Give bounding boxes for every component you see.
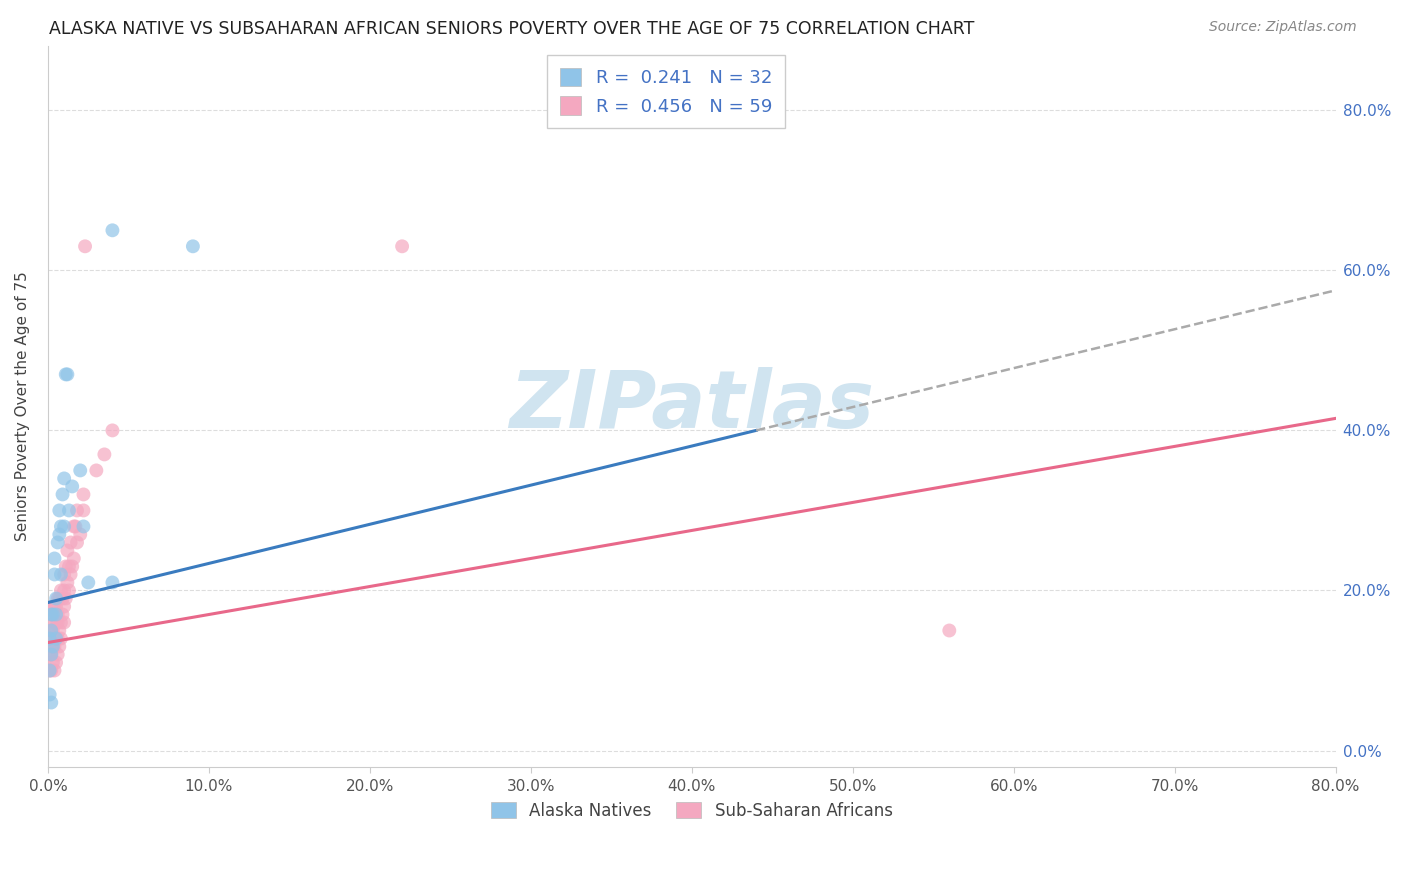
Point: [39, 696, 62, 710]
Point: [45, 632, 67, 646]
Point: [42, 607, 65, 622]
Point: [49, 519, 72, 533]
Point: [69, 527, 91, 541]
Point: [38, 688, 60, 702]
Point: [45, 607, 67, 622]
Point: [45, 615, 67, 630]
Point: [48, 624, 70, 638]
Point: [44, 567, 66, 582]
Point: [45, 591, 67, 606]
Point: [39, 648, 62, 662]
Point: [39, 607, 62, 622]
Point: [77, 575, 100, 590]
Point: [59, 535, 82, 549]
Point: [53, 471, 76, 485]
Point: [72, 503, 94, 517]
Point: [48, 527, 70, 541]
Point: [69, 463, 91, 477]
Point: [49, 567, 72, 582]
Point: [53, 599, 76, 614]
Point: [42, 656, 65, 670]
Point: [39, 648, 62, 662]
Text: ALASKA NATIVE VS SUBSAHARAN AFRICAN SENIORS POVERTY OVER THE AGE OF 75 CORRELATI: ALASKA NATIVE VS SUBSAHARAN AFRICAN SENI…: [49, 20, 974, 37]
Point: [38, 664, 60, 678]
Point: [51, 607, 73, 622]
Point: [53, 583, 76, 598]
Point: [53, 615, 76, 630]
Point: [39, 632, 62, 646]
Point: [181, 239, 204, 253]
Text: Source: ZipAtlas.com: Source: ZipAtlas.com: [1209, 20, 1357, 34]
Point: [62, 519, 84, 533]
Point: [56, 368, 79, 382]
Point: [38, 632, 60, 646]
Point: [101, 575, 124, 590]
Point: [46, 648, 69, 662]
Point: [46, 591, 69, 606]
Point: [38, 664, 60, 678]
Point: [60, 559, 83, 574]
Point: [66, 503, 89, 517]
Point: [93, 447, 115, 461]
Point: [58, 559, 80, 574]
Point: [42, 599, 65, 614]
Point: [58, 583, 80, 598]
Point: [49, 615, 72, 630]
Point: [38, 624, 60, 638]
Point: [42, 624, 65, 638]
Point: [39, 607, 62, 622]
Point: [44, 615, 66, 630]
Point: [72, 519, 94, 533]
Point: [56, 543, 79, 558]
Point: [65, 519, 87, 533]
Point: [44, 551, 66, 566]
Point: [39, 624, 62, 638]
Point: [66, 535, 89, 549]
Point: [51, 487, 73, 501]
Text: ZIPatlas: ZIPatlas: [509, 368, 875, 445]
Point: [48, 591, 70, 606]
Point: [44, 599, 66, 614]
Point: [59, 567, 82, 582]
Point: [49, 632, 72, 646]
Point: [46, 535, 69, 549]
Point: [42, 640, 65, 654]
Point: [46, 615, 69, 630]
Point: [101, 424, 124, 438]
Point: [56, 575, 79, 590]
Point: [51, 591, 73, 606]
Point: [55, 591, 77, 606]
Point: [55, 559, 77, 574]
Y-axis label: Seniors Poverty Over the Age of 75: Seniors Poverty Over the Age of 75: [15, 271, 30, 541]
Point: [45, 599, 67, 614]
Point: [75, 239, 97, 253]
Point: [44, 664, 66, 678]
Point: [48, 503, 70, 517]
Point: [86, 463, 108, 477]
Point: [72, 487, 94, 501]
Point: [45, 632, 67, 646]
Point: [101, 223, 124, 237]
Point: [46, 607, 69, 622]
Point: [49, 583, 72, 598]
Point: [48, 640, 70, 654]
Point: [938, 624, 960, 638]
Point: [38, 648, 60, 662]
Point: [391, 239, 413, 253]
Point: [62, 551, 84, 566]
Point: [53, 519, 76, 533]
Point: [44, 640, 66, 654]
Point: [42, 640, 65, 654]
Point: [46, 632, 69, 646]
Legend: Alaska Natives, Sub-Saharan Africans: Alaska Natives, Sub-Saharan Africans: [484, 796, 900, 827]
Point: [55, 368, 77, 382]
Point: [60, 479, 83, 493]
Point: [58, 503, 80, 517]
Point: [45, 656, 67, 670]
Point: [39, 664, 62, 678]
Point: [53, 567, 76, 582]
